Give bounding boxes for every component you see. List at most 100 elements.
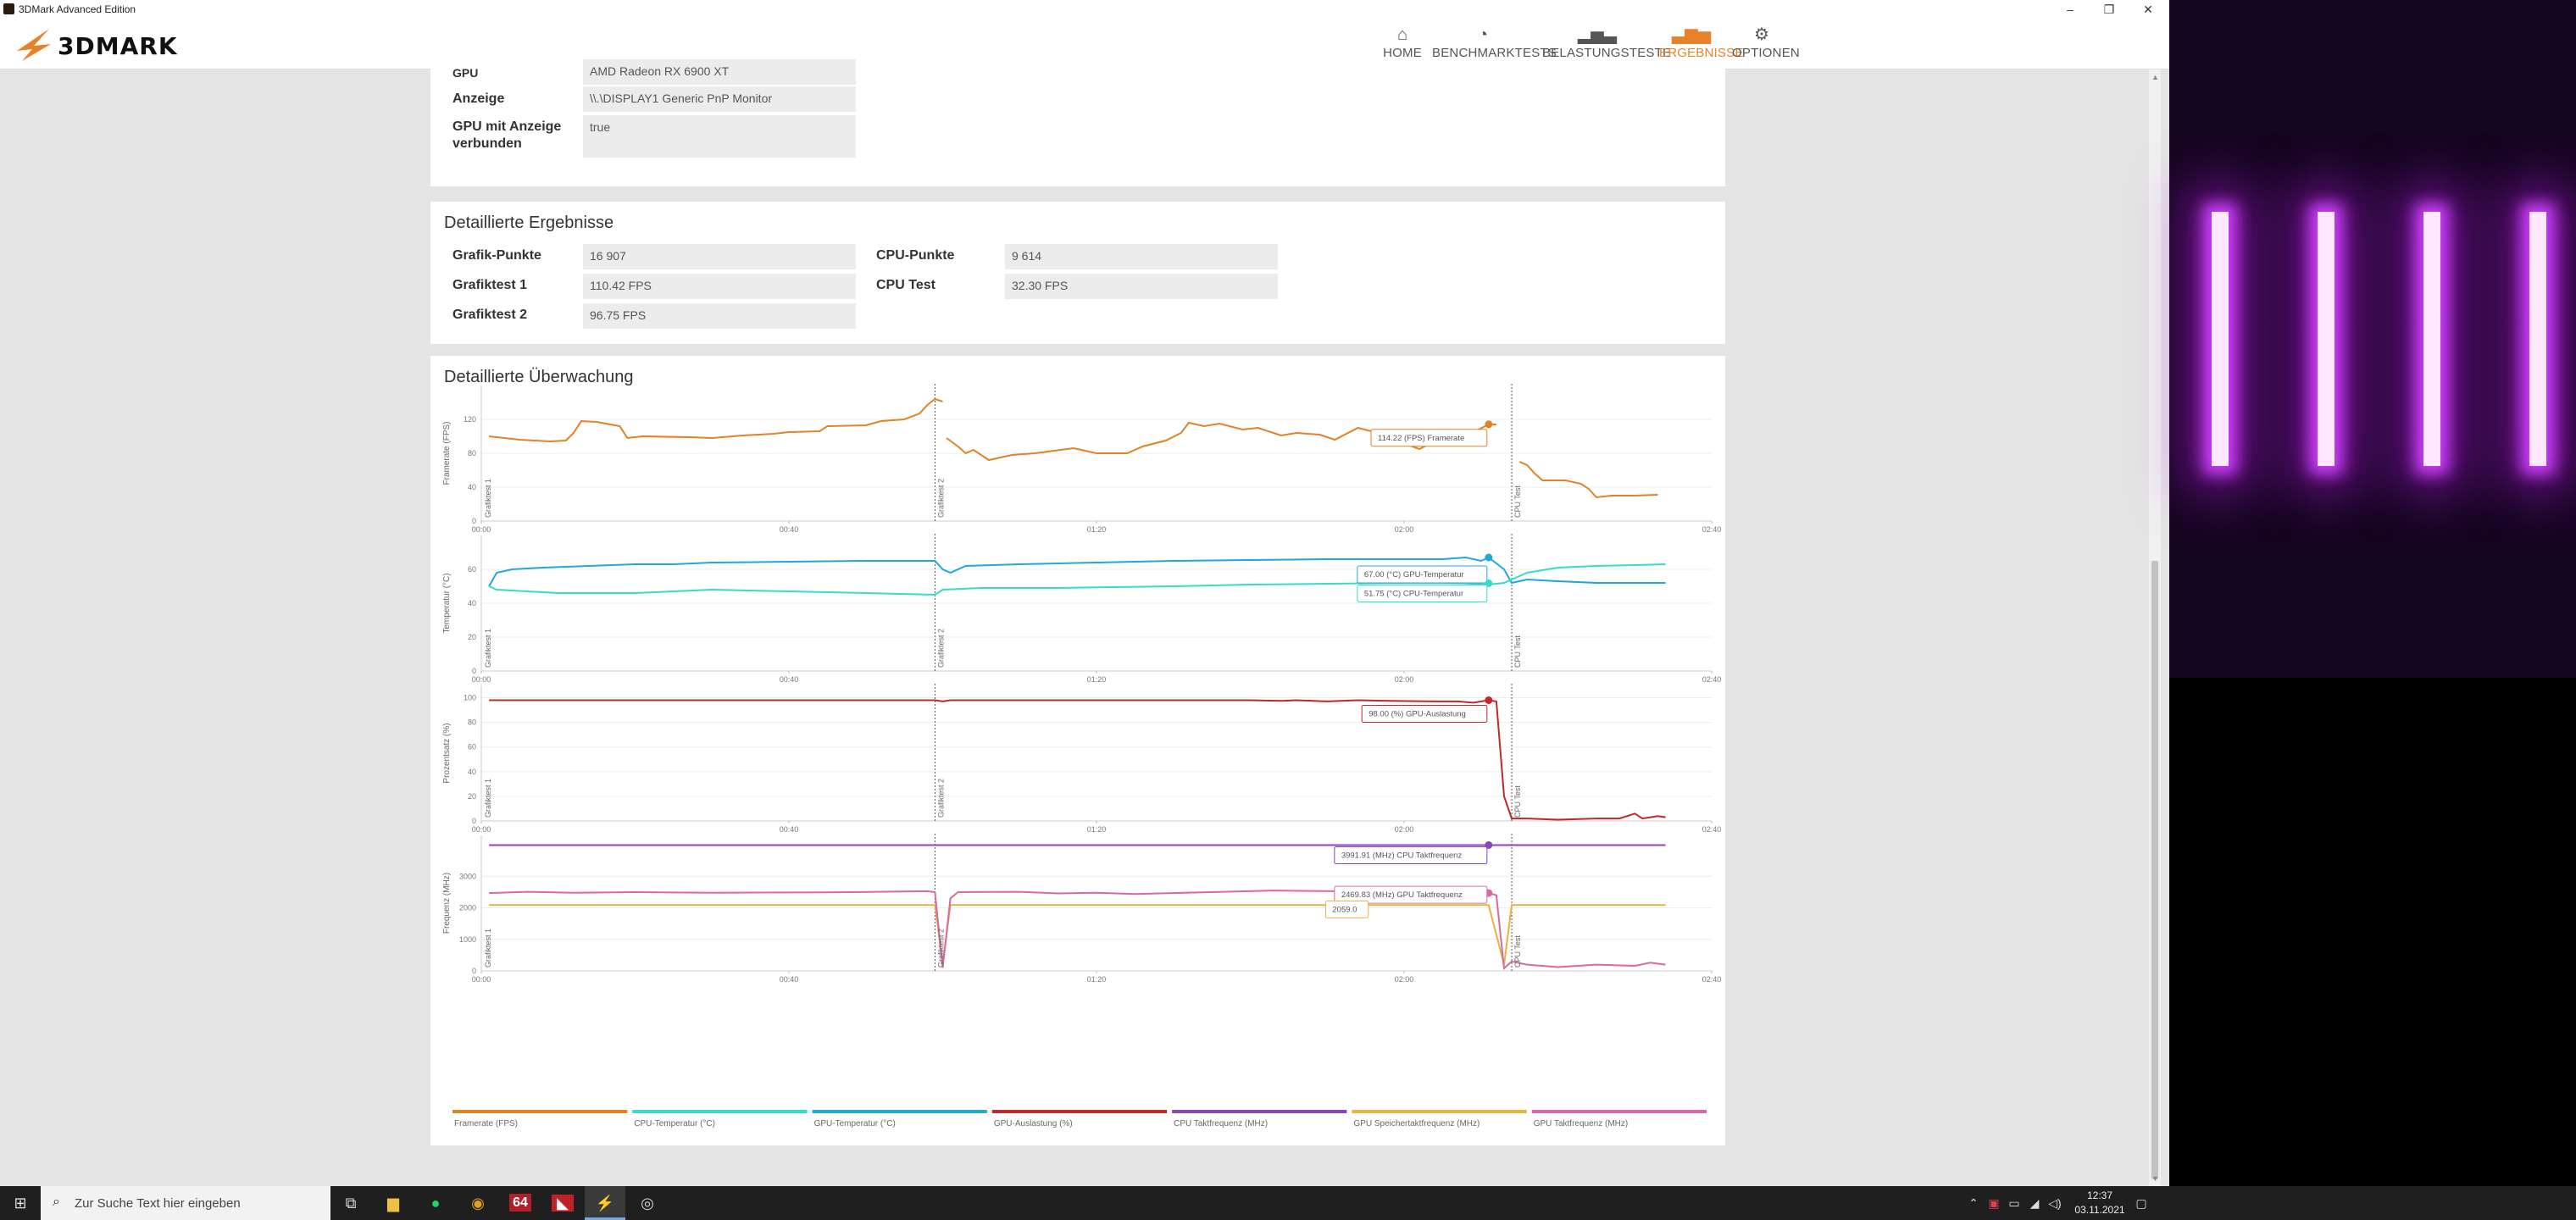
- section-label: CPU Test: [1513, 485, 1522, 518]
- callout-text: 98.00 (%) GPU-Auslastung: [1368, 709, 1466, 718]
- y-axis-label: Prozentsatz (%): [442, 723, 452, 783]
- start-icon[interactable]: ⊞: [14, 1195, 27, 1212]
- cursor-marker: [1485, 553, 1493, 562]
- legend-swatch: [812, 1110, 987, 1113]
- network-icon[interactable]: ◢: [2029, 1196, 2040, 1210]
- x-tick-label: 01:20: [1087, 675, 1107, 684]
- legend-label: GPU Taktfrequenz (MHz): [1534, 1119, 1629, 1128]
- callout-box: [1357, 585, 1488, 602]
- y-tick-label: 20: [468, 792, 476, 801]
- y-axis-label: Framerate (FPS): [442, 421, 452, 485]
- nav-benchmarktests[interactable]: ◔ BENCHMARKTESTS: [1432, 22, 1557, 69]
- section-label: CPU Test: [1513, 935, 1522, 968]
- legend-swatch: [1172, 1110, 1347, 1113]
- x-tick-label: 00:40: [780, 525, 799, 534]
- spotify-icon[interactable]: ●: [430, 1195, 441, 1212]
- nav-ergebnisse[interactable]: ▃▆▅ ERGEBNISSE: [1659, 22, 1743, 69]
- app-icon: [3, 3, 14, 14]
- callout-text: 114.22 (FPS) Framerate: [1378, 434, 1464, 443]
- graphics-test-1-value: 110.42 FPS: [583, 274, 856, 299]
- scrollbar-thumb[interactable]: [2151, 561, 2158, 1179]
- system-info-card: GPU AMD Radeon RX 6900 XT Anzeige \\.\DI…: [430, 59, 1725, 186]
- series-line: [489, 904, 1666, 965]
- display-value: \\.\DISPLAY1 Generic PnP Monitor: [583, 86, 856, 112]
- series-line: [489, 890, 1666, 971]
- legend-label: GPU-Temperatur (°C): [814, 1119, 896, 1128]
- section-label: CPU Test: [1513, 785, 1522, 818]
- gpu-value: AMD Radeon RX 6900 XT: [583, 59, 856, 85]
- x-tick-label: 02:00: [1395, 525, 1414, 534]
- search-placeholder: Zur Suche Text hier eingeben: [75, 1196, 241, 1211]
- x-tick-label: 02:00: [1395, 975, 1414, 984]
- legend-label: CPU Taktfrequenz (MHz): [1174, 1119, 1268, 1128]
- close-button[interactable]: ✕: [2143, 3, 2153, 16]
- callout-text: 67.00 (°C) GPU-Temperatur: [1364, 570, 1464, 580]
- gpu-connected-label: GPU mit Anzeige verbunden: [452, 119, 562, 151]
- scroll-up-icon[interactable]: ▲: [2151, 73, 2159, 81]
- legend-swatch: [632, 1110, 808, 1113]
- legend-label: GPU Speichertaktfrequenz (MHz): [1353, 1119, 1480, 1128]
- steam-icon[interactable]: ◎: [641, 1195, 654, 1212]
- maximize-button[interactable]: ❐: [2103, 3, 2115, 16]
- file-explorer-icon[interactable]: ▆: [387, 1195, 399, 1212]
- y-tick-label: 120: [464, 415, 476, 424]
- legend-swatch: [452, 1110, 628, 1113]
- y-tick-label: 80: [468, 718, 476, 727]
- nav-home[interactable]: ⌂ HOME: [1383, 22, 1422, 69]
- y-tick-label: 60: [468, 565, 476, 574]
- y-tick-label: 0: [472, 667, 476, 675]
- cpu-score-value: 9 614: [1005, 244, 1278, 269]
- results-icon: ▃▆▅: [1671, 25, 1712, 44]
- x-tick-label: 02:40: [1702, 675, 1722, 684]
- chrome-icon[interactable]: ◉: [471, 1195, 485, 1212]
- amd-software-icon[interactable]: ◣: [542, 1186, 583, 1220]
- y-tick-label: 0: [472, 817, 476, 825]
- notification-icon[interactable]: ▢: [2135, 1196, 2147, 1210]
- series-line: [488, 397, 1658, 499]
- section-label: CPU Test: [1513, 635, 1522, 668]
- gpu-label: GPU: [452, 66, 479, 80]
- volume-icon[interactable]: ◁): [2048, 1196, 2062, 1210]
- taskbar: ⊞ ⌕ Zur Suche Text hier eingeben ⧉ ▆ ● ◉…: [0, 1186, 2576, 1220]
- x-tick-label: 00:40: [780, 975, 799, 984]
- minimize-button[interactable]: –: [2067, 3, 2074, 16]
- task-view-icon[interactable]: ⧉: [345, 1195, 357, 1212]
- page-scrollbar[interactable]: ▲ ▼: [2149, 69, 2161, 1186]
- taskbar-search[interactable]: ⌕ Zur Suche Text hier eingeben: [41, 1186, 330, 1220]
- y-tick-label: 20: [468, 633, 476, 641]
- callout-box: [1361, 704, 1488, 723]
- tray-device-icon[interactable]: ▭: [2008, 1196, 2020, 1210]
- gpu-connected-value: true: [583, 115, 856, 158]
- nav-belastungsteste[interactable]: ▂▅▃ BELASTUNGSTESTE: [1542, 22, 1671, 69]
- cpu-test-label: CPU Test: [876, 278, 935, 292]
- section-label: Grafiktest 1: [484, 479, 492, 518]
- callout-box: [1334, 885, 1488, 904]
- neon-tube-2: [2318, 212, 2334, 466]
- y-tick-label: 0: [472, 967, 476, 975]
- logo-text: 3DMARK: [58, 32, 178, 60]
- legend-label: CPU-Temperatur (°C): [634, 1119, 715, 1128]
- title-bar: 3DMark Advanced Edition – ❐ ✕: [0, 0, 2169, 19]
- monitoring-chart[interactable]: 0 40 80 120 00:00 00:40 01:20 02:00 02:40 Framera…: [430, 356, 1725, 1145]
- tray-chevron-icon[interactable]: ⌃: [1968, 1196, 1979, 1210]
- window-title: 3DMark Advanced Edition: [19, 3, 136, 15]
- clock-time: 12:37: [2086, 1190, 2113, 1201]
- x-tick-label: 00:00: [472, 825, 491, 834]
- app-window: 3DMark Advanced Edition – ❐ ✕ 3DMARK ⌂ HO…: [0, 0, 2169, 1186]
- aida64-icon[interactable]: 64: [500, 1186, 541, 1220]
- callout-box: [1370, 429, 1488, 447]
- tray-amd-icon[interactable]: ▣: [1988, 1196, 2000, 1210]
- scroll-down-icon[interactable]: ▼: [2151, 1174, 2159, 1183]
- chart-panel: [480, 534, 1713, 674]
- section-label: Grafiktest 2: [936, 779, 945, 818]
- cursor-marker: [1485, 696, 1493, 704]
- y-tick-label: 40: [468, 599, 476, 607]
- nav-optionen[interactable]: ⚙ OPTIONEN: [1732, 22, 1800, 69]
- y-axis-label: Temperatur (°C): [442, 573, 452, 633]
- y-tick-label: 1000: [459, 935, 476, 944]
- 3dmark-icon[interactable]: ⚡: [585, 1186, 625, 1220]
- chart-panel: [480, 684, 1713, 824]
- y-tick-label: 80: [468, 449, 476, 458]
- graphics-test-1-label: Grafiktest 1: [452, 278, 528, 292]
- taskbar-clock[interactable]: 12:37 03.11.2021: [2074, 1189, 2125, 1217]
